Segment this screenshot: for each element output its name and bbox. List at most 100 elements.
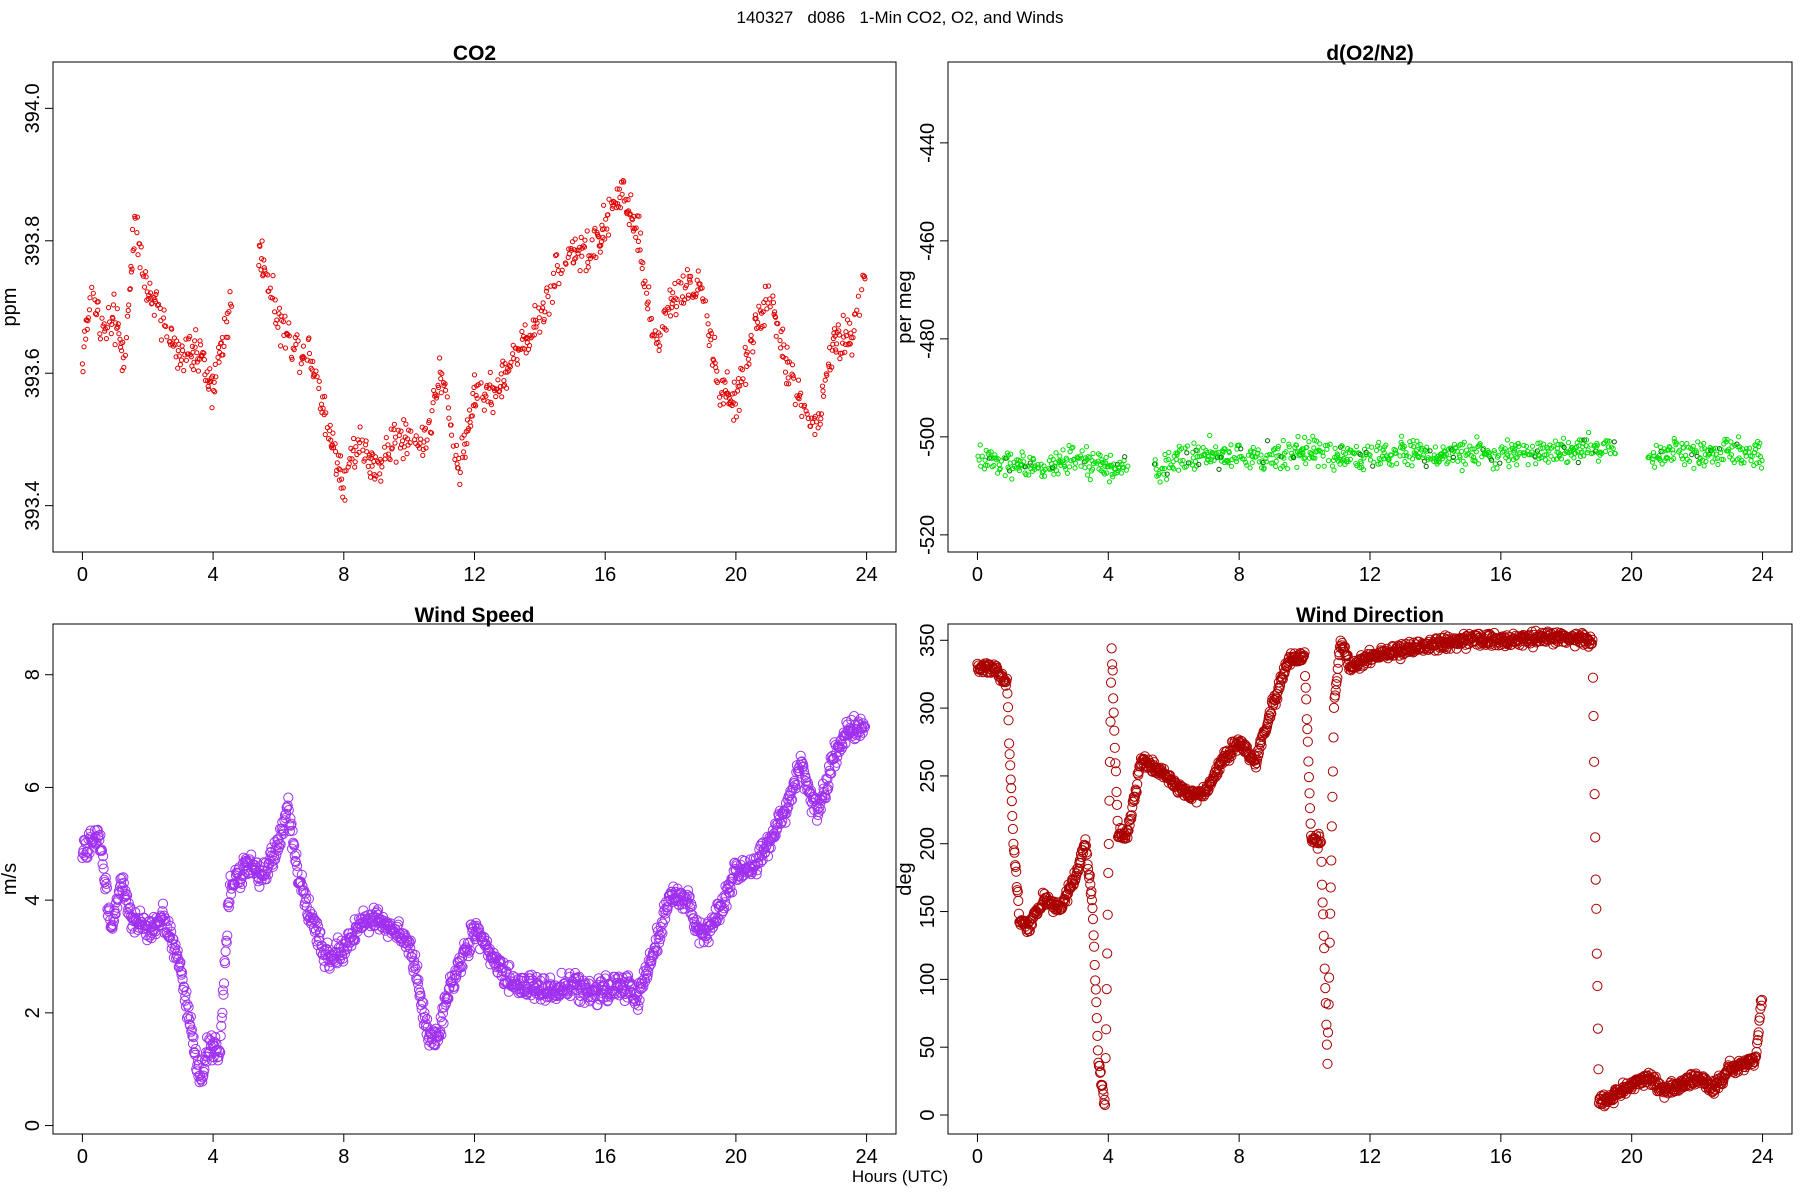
wspd-point xyxy=(660,914,671,925)
wdir-point xyxy=(1254,743,1265,754)
wdir-point xyxy=(1327,766,1338,777)
o2n2-point xyxy=(1077,453,1084,459)
co2-point xyxy=(450,443,456,449)
co2-point xyxy=(833,347,839,353)
wdir-point xyxy=(1327,791,1338,802)
co2-point xyxy=(712,334,718,340)
wdir-point xyxy=(1081,849,1093,860)
co2-point xyxy=(598,242,604,248)
co2-point xyxy=(357,440,363,446)
co2-point xyxy=(714,368,720,374)
o2n2-point xyxy=(1585,447,1591,453)
wspd-point xyxy=(592,999,603,1011)
wspd-point xyxy=(705,926,716,937)
co2-point xyxy=(345,464,351,470)
o2n2-point xyxy=(1731,459,1737,466)
wspd-point xyxy=(652,946,663,957)
wdir-point xyxy=(1316,879,1328,890)
co2-point xyxy=(407,440,413,446)
o2n2-point xyxy=(1210,450,1216,456)
o2n2-point xyxy=(1097,452,1103,458)
wspd-point xyxy=(144,931,155,942)
co2-point xyxy=(820,388,826,394)
o2n2-point xyxy=(1273,458,1279,464)
o2n2-point xyxy=(1749,453,1755,459)
co2-point xyxy=(257,243,263,249)
o2n2-point xyxy=(1159,466,1165,472)
co2-point xyxy=(695,268,701,274)
co2-point xyxy=(702,298,709,304)
co2-point xyxy=(80,369,86,375)
wspd-y-tick-label: 0 xyxy=(22,1120,44,1131)
co2-point xyxy=(400,438,406,444)
wspd-x-tick-label: 0 xyxy=(77,1146,88,1168)
co2-point xyxy=(636,213,642,219)
co2-point xyxy=(473,403,479,409)
o2n2-point xyxy=(1222,446,1228,452)
co2-point xyxy=(785,375,791,381)
o2n2-point xyxy=(1161,465,1168,472)
co2-point xyxy=(372,454,378,460)
co2-point xyxy=(134,230,140,236)
wdir-y-tick-label: 0 xyxy=(917,1109,939,1120)
o2n2-point xyxy=(1561,444,1567,450)
wspd-point xyxy=(222,930,233,941)
o2n2-point xyxy=(1394,461,1400,467)
wspd-point xyxy=(216,1012,227,1023)
o2n2-x-tick-label: 24 xyxy=(1751,564,1773,586)
o2n2-point xyxy=(1153,461,1159,467)
o2n2-point xyxy=(1216,466,1222,472)
wspd-point xyxy=(267,861,279,872)
co2-point xyxy=(457,469,463,476)
wdir-point xyxy=(1328,702,1340,714)
o2n2-point xyxy=(1581,453,1587,459)
co2-point xyxy=(566,246,572,252)
co2-point xyxy=(273,320,279,326)
co2-point xyxy=(352,464,358,470)
wdir-point xyxy=(1299,647,1310,658)
wspd-point xyxy=(107,923,118,934)
co2-point xyxy=(181,368,187,374)
co2-point xyxy=(605,232,612,238)
co2-point xyxy=(177,362,183,368)
o2n2-point xyxy=(1492,450,1498,456)
wdir-point xyxy=(1092,1045,1103,1056)
o2n2-point xyxy=(1701,440,1707,446)
wdir-point xyxy=(1590,874,1601,885)
co2-point xyxy=(818,411,825,417)
co2-point xyxy=(852,311,858,317)
o2n2-point xyxy=(1376,439,1382,445)
co2-point xyxy=(573,255,579,261)
o2n2-point xyxy=(1575,459,1581,466)
wdir-point xyxy=(1250,762,1262,773)
wspd-point xyxy=(363,927,374,938)
o2n2-point xyxy=(1552,438,1559,444)
co2-point xyxy=(644,290,650,296)
co2-point xyxy=(581,244,588,250)
o2n2-point xyxy=(1516,443,1522,449)
o2n2-point xyxy=(1606,444,1612,450)
wdir-point xyxy=(1264,706,1275,717)
o2n2-point xyxy=(1062,463,1068,470)
o2n2-point xyxy=(1718,446,1724,452)
wspd-point xyxy=(418,997,429,1008)
wdir-point xyxy=(1589,756,1600,767)
wspd-point xyxy=(686,901,697,912)
co2-point xyxy=(328,437,334,443)
co2-point xyxy=(835,322,841,328)
wdir-point xyxy=(1591,903,1602,914)
co2-point xyxy=(310,358,316,365)
co2-point xyxy=(401,417,407,423)
o2n2-point xyxy=(1581,437,1587,443)
o2n2-point xyxy=(1523,443,1530,449)
co2-point xyxy=(736,407,742,413)
co2-point xyxy=(323,410,329,416)
co2-point xyxy=(158,318,164,324)
co2-point xyxy=(582,237,588,243)
co2-point xyxy=(593,254,599,260)
co2-point xyxy=(824,372,830,378)
co2-point xyxy=(455,465,461,471)
o2n2-point xyxy=(1550,443,1556,449)
co2-point xyxy=(352,459,358,465)
